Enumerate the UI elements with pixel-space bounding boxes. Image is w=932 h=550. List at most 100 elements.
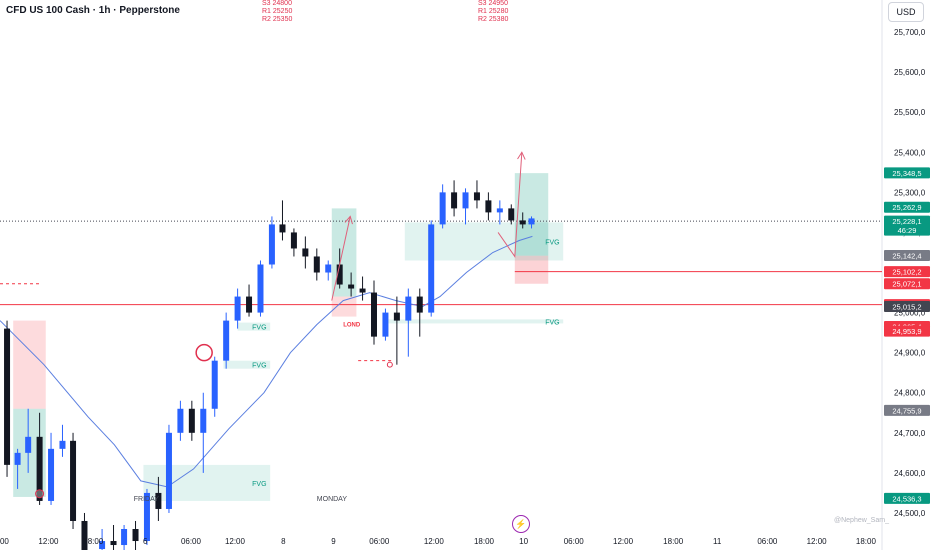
price-label-bg [884, 201, 930, 213]
position-box [514, 255, 549, 284]
candle-body [59, 440, 66, 449]
candle-body [177, 408, 184, 433]
x-tick-label: 12:00 [613, 537, 634, 546]
y-tick-label: 24,600,0 [894, 469, 926, 478]
candle-body [25, 436, 32, 453]
fvg-label: FVG [252, 481, 266, 488]
fvg-label: FVG [545, 319, 559, 326]
annotation-monday: MONDAY [317, 496, 348, 503]
pivot-r1: R1 25280 [478, 8, 509, 15]
price-label: 25,348,5 [892, 169, 921, 178]
candle-body [359, 288, 366, 293]
price-label: 24,536,3 [892, 494, 921, 503]
x-tick-label: 8 [281, 537, 286, 546]
pivot-r2: R2 25350 [262, 16, 293, 23]
annotation-lond: LOND [343, 323, 361, 329]
candle-body [439, 192, 446, 225]
fvg-label: FVG [545, 239, 559, 246]
x-tick-label: 12:00 [225, 537, 246, 546]
position-box [331, 296, 357, 317]
y-tick-label: 25,500,0 [894, 108, 926, 117]
lightning-icon[interactable]: ⚡ [512, 515, 530, 533]
candle-body [528, 218, 535, 225]
candle-body [325, 264, 332, 273]
candle-body [290, 232, 297, 249]
fvg-zone [237, 322, 271, 331]
highlight-circle [195, 343, 213, 362]
x-tick-label: 12:00 [807, 537, 828, 546]
y-tick-label: 25,600,0 [894, 68, 926, 77]
y-tick-label: 24,800,0 [894, 389, 926, 398]
x-tick-label: 12:00 [424, 537, 445, 546]
candle-body [428, 224, 435, 313]
candle-body [416, 296, 423, 313]
candle-body [132, 528, 139, 542]
price-label-bg [884, 266, 930, 278]
candle-body [485, 200, 492, 213]
x-tick-label: 6 [143, 537, 148, 546]
fvg-zone [143, 464, 271, 501]
x-tick-label: 18:00 [856, 537, 877, 546]
pivot-r2: R2 25380 [478, 16, 509, 23]
candle-body [405, 296, 412, 321]
fvg-zone [383, 319, 564, 324]
price-label-bg [884, 215, 930, 236]
annotation-friday: FRIDAY [134, 496, 159, 503]
x-tick-label: 18:00 [83, 537, 104, 546]
candle-body [496, 208, 503, 213]
fvg-label: FVG [252, 325, 266, 332]
projection-arrow [331, 216, 351, 301]
price-label-bg [884, 250, 930, 262]
candle-body [393, 312, 400, 321]
candle-body [451, 192, 458, 209]
x-tick-label: 06:00 [564, 537, 585, 546]
candle-body [246, 296, 253, 313]
candle-body [99, 541, 106, 550]
candle-body [211, 360, 218, 409]
candle-body [200, 408, 207, 433]
candle-body [336, 264, 343, 285]
candle-body [473, 192, 480, 201]
x-tick-label: 18:00 [474, 537, 495, 546]
x-tick-label: 06:00 [757, 537, 778, 546]
x-tick-label: 06:00 [369, 537, 390, 546]
projection-arrow [497, 152, 523, 258]
pivot-s3: S3 24950 [478, 0, 508, 7]
y-tick-label: 25,700,0 [894, 28, 926, 37]
price-label: 25,142,4 [892, 252, 921, 261]
ema-line [0, 235, 533, 488]
candle-body [70, 440, 77, 521]
currency-button[interactable]: USD [888, 2, 924, 22]
candle-body [382, 312, 389, 337]
price-label-bg [884, 278, 930, 290]
position-box [13, 320, 46, 409]
candle-body [36, 436, 43, 501]
pivot-s3: S3 24800 [262, 0, 292, 7]
x-tick-label: 10 [519, 537, 528, 546]
y-tick-label: 25,300,0 [894, 188, 926, 197]
price-label-bg [884, 492, 930, 504]
candle-body [223, 320, 230, 361]
price-label-bg [884, 404, 930, 416]
candle-body [462, 192, 469, 209]
chart-title: CFD US 100 Cash · 1h · Pepperstone [6, 5, 180, 16]
y-tick-label: 25,000,0 [894, 309, 926, 318]
pivot-levels-right: S3 24950 R1 25280 R2 25380 [478, 0, 508, 24]
arrow-head [344, 215, 353, 225]
y-tick-label: 24,900,0 [894, 349, 926, 358]
candle-body [188, 408, 195, 433]
candle-body [155, 492, 162, 509]
x-tick-label: 9 [331, 537, 336, 546]
position-box [514, 173, 549, 256]
candle-body [313, 256, 320, 273]
price-label: 25,102,2 [892, 268, 921, 277]
x-tick-label: 12:00 [38, 537, 59, 546]
candle-body [81, 520, 88, 550]
candle-body [519, 220, 526, 225]
price-label: 25,228,1 [892, 217, 921, 226]
price-label: 24,953,9 [892, 327, 921, 336]
candle-body [257, 264, 264, 313]
price-label: 25,262,9 [892, 203, 921, 212]
candle-body [268, 224, 275, 265]
